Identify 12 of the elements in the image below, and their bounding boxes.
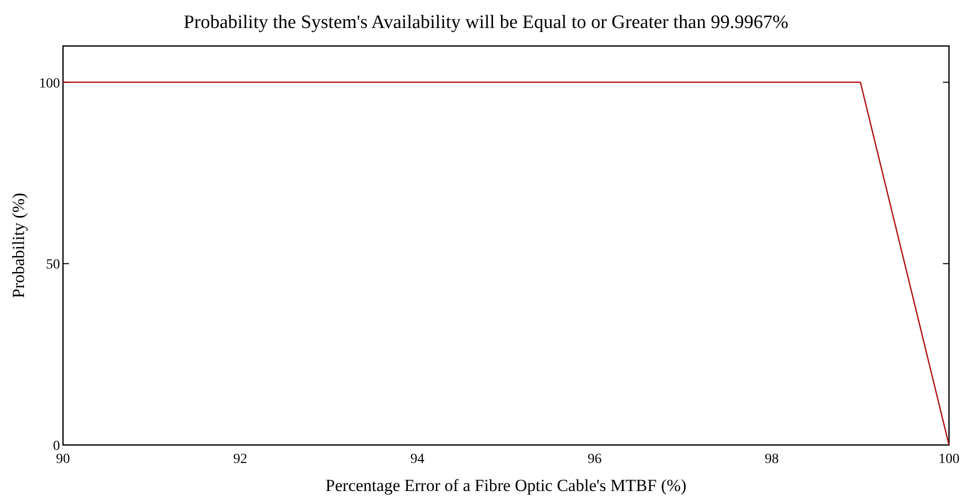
x-tick-label: 100 bbox=[938, 452, 960, 467]
y-tick-label: 50 bbox=[46, 258, 60, 273]
x-tick-label: 90 bbox=[56, 452, 70, 467]
x-tick-label: 96 bbox=[588, 452, 602, 467]
chart-title: Probability the System's Availability will be Equal to or Greater than 99.9967% bbox=[184, 12, 788, 33]
x-tick-label: 98 bbox=[764, 452, 779, 467]
y-tick-label: 100 bbox=[39, 76, 60, 92]
y-tick-label: 0 bbox=[53, 439, 60, 454]
x-axis-title: Percentage Error of a Fibre Optic Cable's MTBF (%) bbox=[326, 476, 686, 495]
x-tick-label: 92 bbox=[233, 452, 248, 467]
y-axis-title: Probability (%) bbox=[9, 192, 28, 298]
x-tick-label: 94 bbox=[410, 452, 424, 467]
